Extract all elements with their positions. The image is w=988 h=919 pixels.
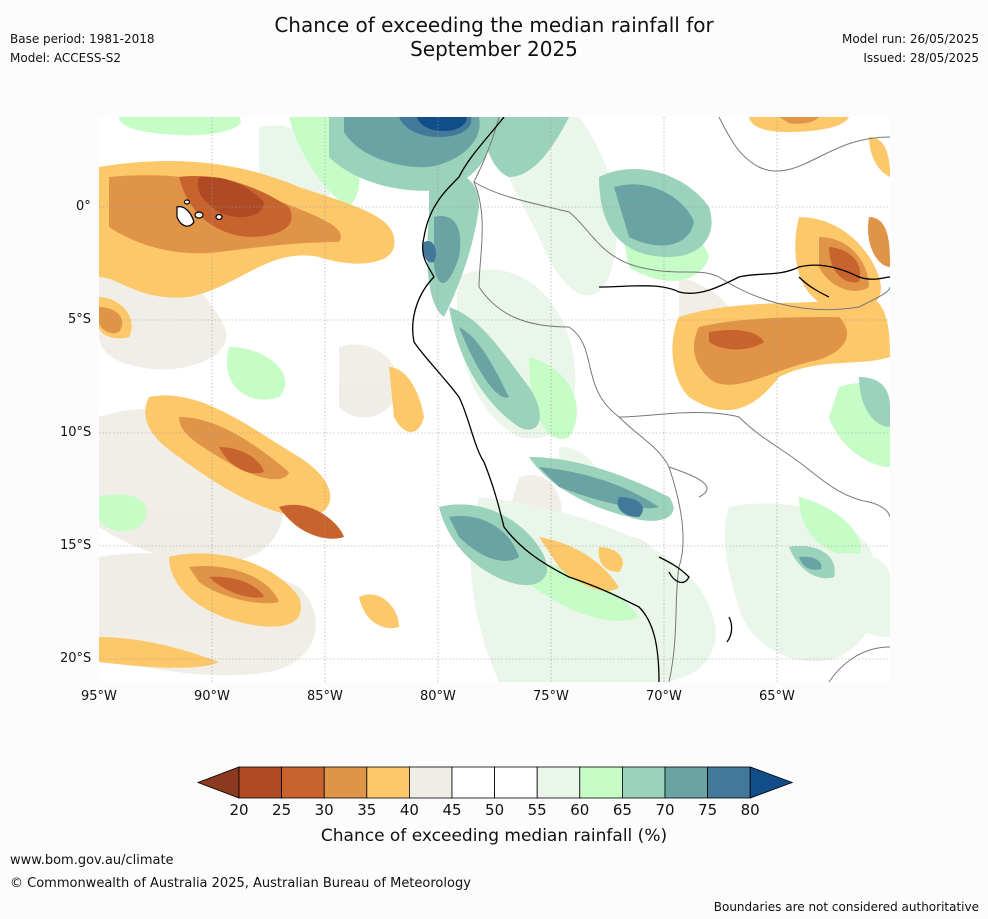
lon-tick-70w: 70°W — [646, 689, 682, 704]
lat-tick-5s: 5°S — [68, 312, 92, 327]
colorbar-segment — [536, 766, 581, 799]
colorbar-tick-label: 75 — [698, 801, 718, 819]
colorbar-tick-label: 65 — [612, 801, 632, 819]
model-label: Model: ACCESS-S2 — [10, 51, 122, 65]
map-canvas — [99, 117, 890, 682]
colorbar-tick-label: 45 — [442, 801, 462, 819]
colorbar-segment — [366, 766, 410, 799]
colorbar-tick-label: 30 — [314, 801, 334, 819]
colorbar-tick-label: 40 — [399, 801, 419, 819]
colorbar-tick-label: 50 — [485, 801, 505, 819]
lon-tick-85w: 85°W — [307, 689, 343, 704]
colorbar-tick-label: 60 — [570, 801, 590, 819]
lon-tick-75w: 75°W — [533, 689, 569, 704]
colorbar-tick-label: 70 — [655, 801, 675, 819]
title-line-1: Chance of exceeding the median rainfall … — [274, 13, 714, 37]
colorbar-title: Chance of exceeding median rainfall (%) — [320, 826, 668, 846]
colorbar-segment — [494, 766, 538, 799]
colorbar-segment — [408, 766, 453, 799]
chart-title: Chance of exceeding the median rainfall … — [0, 13, 988, 61]
colorbar-segment — [238, 766, 282, 799]
copyright-text: © Commonwealth of Australia 2025, Austra… — [10, 876, 471, 891]
colorbar-extend-high — [749, 766, 794, 799]
colorbar-segment — [281, 766, 325, 799]
colorbar-segment — [664, 766, 708, 799]
colorbar-tick-label: 55 — [527, 801, 547, 819]
lat-tick-10s: 10°S — [60, 425, 92, 440]
colorbar-segment — [621, 766, 666, 799]
title-line-2: September 2025 — [410, 37, 578, 61]
colorbar-segment — [323, 766, 368, 799]
disclaimer-text: Boundaries are not considered authoritat… — [713, 900, 979, 914]
website-link[interactable]: www.bom.gov.au/climate — [10, 853, 174, 868]
colorbar — [196, 766, 794, 799]
galapagos-islands — [176, 199, 223, 227]
field-wet — [119, 117, 890, 586]
rainfall-map[interactable] — [99, 117, 890, 682]
colorbar-segment — [707, 766, 751, 799]
lon-tick-90w: 90°W — [194, 689, 230, 704]
colorbar-tick-label: 25 — [272, 801, 292, 819]
coastline — [412, 117, 890, 682]
lon-tick-65w: 65°W — [759, 689, 795, 704]
lat-tick-0: 0° — [76, 199, 91, 214]
colorbar-tick-label: 20 — [229, 801, 249, 819]
colorbar-segment — [451, 766, 495, 799]
lat-tick-20s: 20°S — [60, 651, 92, 666]
colorbar-tick-label: 80 — [740, 801, 760, 819]
colorbar-tick-label: 35 — [357, 801, 377, 819]
lon-tick-80w: 80°W — [420, 689, 456, 704]
colorbar-segment — [579, 766, 623, 799]
colorbar-extend-low — [196, 766, 240, 799]
base-period-label: Base period: 1981-2018 — [10, 32, 155, 46]
field-dry — [99, 117, 890, 668]
country-boundaries — [473, 117, 890, 682]
lon-tick-95w: 95°W — [81, 689, 117, 704]
lat-tick-15s: 15°S — [60, 538, 92, 553]
issued-label: Issued: 28/05/2025 — [863, 51, 979, 65]
model-run-label: Model run: 26/05/2025 — [841, 32, 979, 46]
